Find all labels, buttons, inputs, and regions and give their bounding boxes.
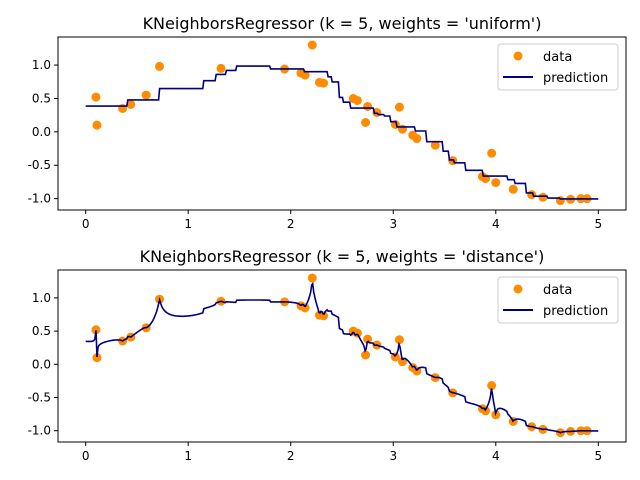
title-uniform: KNeighborsRegressor (k = 5, weights = 'u… [143,14,542,33]
y-tick-label: 1.0 [32,58,51,72]
data-point [363,101,373,111]
data-point [397,357,407,367]
legend-prediction-label: prediction [543,71,608,86]
x-tick-label: 1 [184,449,192,463]
data-point [91,325,101,335]
x-tick-label: 0 [82,217,90,231]
data-point [319,78,329,88]
data-point [508,184,518,194]
data-point [307,40,317,50]
data-point [300,303,310,313]
data-point [361,350,371,360]
title-distance: KNeighborsRegressor (k = 5, weights = 'd… [140,247,545,266]
x-tick-label: 5 [594,449,602,463]
prediction-line [85,65,599,200]
data-point [141,90,151,100]
prediction-line [85,281,599,434]
data-point [397,124,407,134]
y-tick-label: -0.5 [28,158,51,172]
data-point [307,273,317,283]
axes-frame [57,36,627,211]
data-point [394,335,404,345]
legend-box [497,276,619,324]
x-tick-label: 5 [594,217,602,231]
legend-data-label: data [543,50,572,65]
data-point [491,178,501,188]
axes-frame [57,269,627,443]
data-point [126,99,136,109]
x-tick-label: 2 [287,449,295,463]
x-tick-label: 1 [184,217,192,231]
data-point [319,311,329,321]
y-tick-label: 0.0 [32,357,51,371]
y-tick-label: 0.5 [32,91,51,105]
data-point [487,381,497,391]
y-tick-label: 1.0 [32,291,51,305]
axes-distance: KNeighborsRegressor (k = 5, weights = 'd… [28,247,627,463]
x-tick-label: 3 [389,449,397,463]
data-point [352,95,362,105]
data-point [361,117,371,127]
legend: data prediction [497,43,619,91]
data-point [394,102,404,112]
legend-prediction-label: prediction [543,304,608,319]
data-point [487,148,497,158]
legend-data-label: data [543,283,572,298]
data-point [91,92,101,102]
data-point [155,61,165,71]
data-point [527,190,537,200]
data-point [92,353,102,363]
y-tick-label: 0.5 [32,324,51,338]
legend-data-marker [513,284,523,294]
legend-data-marker [513,51,523,61]
data-point [363,334,373,344]
data-point [412,134,422,144]
x-tick-label: 4 [492,449,500,463]
legend-box [497,43,619,91]
data-point [300,70,310,80]
x-tick-label: 3 [389,217,397,231]
legend: data prediction [497,276,619,324]
x-tick-label: 0 [82,449,90,463]
y-tick-label: -0.5 [28,391,51,405]
data-point [216,63,226,73]
axes-uniform: KNeighborsRegressor (k = 5, weights = 'u… [28,14,627,231]
data-point [430,140,440,150]
data-point [538,192,548,202]
x-tick-label: 4 [492,217,500,231]
y-tick-label: -1.0 [28,192,51,206]
y-tick-label: -1.0 [28,424,51,438]
data-point [92,120,102,130]
y-tick-label: 0.0 [32,125,51,139]
x-tick-label: 2 [287,217,295,231]
